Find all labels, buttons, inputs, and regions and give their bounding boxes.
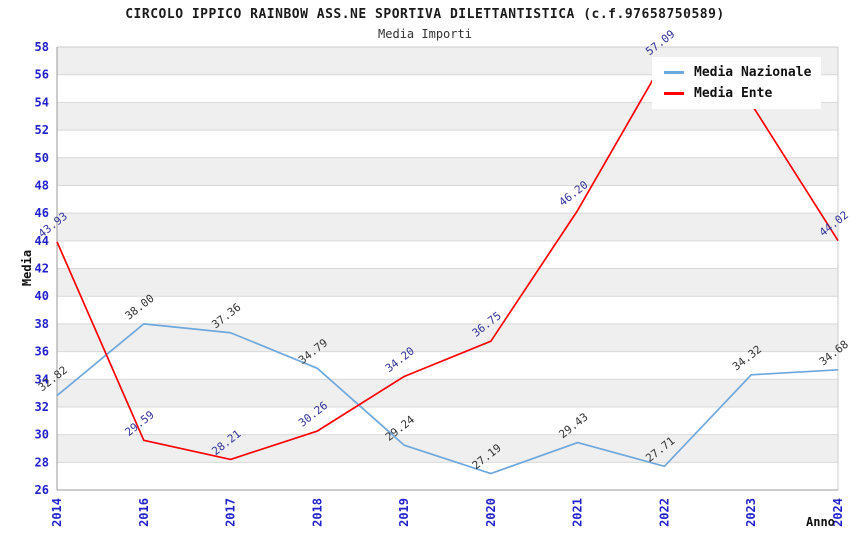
y-tick-label: 26	[35, 483, 49, 497]
grid-band	[57, 434, 838, 463]
y-tick-label: 40	[35, 289, 49, 303]
grid-band	[57, 130, 838, 158]
grid-band	[57, 406, 838, 435]
y-tick-label: 34	[35, 372, 49, 386]
legend: Media Nazionale Media Ente	[652, 57, 822, 109]
legend-label: Media Nazionale	[694, 65, 812, 80]
x-tick-label: 2017	[224, 498, 238, 527]
legend-label: Media Ente	[694, 86, 773, 101]
grid-band	[57, 351, 838, 380]
chart-subtitle: Media Importi	[378, 27, 472, 41]
y-tick-label: 30	[35, 428, 49, 442]
y-tick-label: 50	[35, 151, 49, 165]
grid-band	[57, 240, 838, 269]
grid-band	[57, 462, 838, 490]
x-axis-title: Anno	[806, 515, 835, 529]
x-tick-label: 2014	[50, 498, 64, 527]
y-axis-title: Media	[20, 249, 34, 287]
grid-band	[57, 268, 838, 297]
ente-line-swatch	[664, 92, 684, 95]
y-tick-label: 44	[35, 234, 49, 248]
grid-band	[57, 157, 838, 186]
y-tick-label: 32	[35, 400, 49, 414]
y-tick-label: 58	[35, 40, 49, 54]
y-tick-label: 46	[35, 206, 49, 220]
grid-band	[57, 296, 838, 324]
x-tick-label: 2020	[484, 498, 498, 527]
x-tick-label: 2019	[397, 498, 411, 527]
grid-band	[57, 379, 838, 407]
x-tick-label: 2024	[831, 498, 845, 527]
y-tick-label: 28	[35, 455, 49, 469]
y-tick-label: 52	[35, 123, 49, 137]
grid-band	[57, 213, 838, 241]
grid-band	[57, 323, 838, 352]
grid-band	[57, 185, 838, 214]
series-line-media-nazionale	[56, 323, 839, 475]
x-tick-label: 2023	[744, 498, 758, 527]
y-tick-label: 36	[35, 345, 49, 359]
legend-item-nazionale: Media Nazionale	[664, 62, 811, 83]
nazionale-line-swatch	[664, 71, 684, 74]
x-tick-label: 2018	[310, 498, 324, 527]
x-tick-label: 2021	[571, 498, 585, 527]
y-tick-label: 48	[35, 178, 49, 192]
y-tick-label: 54	[35, 95, 49, 109]
chart-title: CIRCOLO IPPICO RAINBOW ASS.NE SPORTIVA D…	[125, 7, 725, 22]
y-tick-label: 38	[35, 317, 49, 331]
y-tick-label: 42	[35, 262, 49, 276]
y-tick-label: 56	[35, 68, 49, 82]
x-tick-label: 2016	[137, 498, 151, 527]
x-tick-label: 2022	[657, 498, 671, 527]
legend-item-ente: Media Ente	[664, 83, 811, 104]
